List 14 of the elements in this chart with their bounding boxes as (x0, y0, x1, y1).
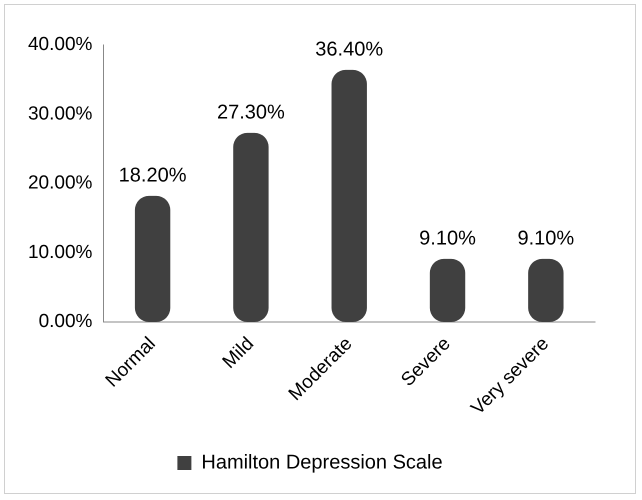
data-label: 27.30% (216, 101, 286, 124)
bar (134, 196, 170, 322)
y-tick-label: 30.00% (28, 103, 93, 124)
bar (332, 70, 367, 322)
data-label: 9.10% (517, 227, 574, 250)
bar (233, 132, 269, 322)
y-tick-label: 0.00% (38, 311, 93, 332)
data-label: 9.10% (419, 227, 476, 250)
data-label: 36.40% (315, 38, 384, 60)
y-tick-label: 20.00% (28, 172, 93, 194)
legend-label: Hamilton Depression Scale (201, 452, 443, 474)
data-label: 18.20% (118, 164, 187, 186)
y-tick-label: 40.00% (28, 34, 93, 56)
y-tick-label: 10.00% (28, 242, 93, 263)
